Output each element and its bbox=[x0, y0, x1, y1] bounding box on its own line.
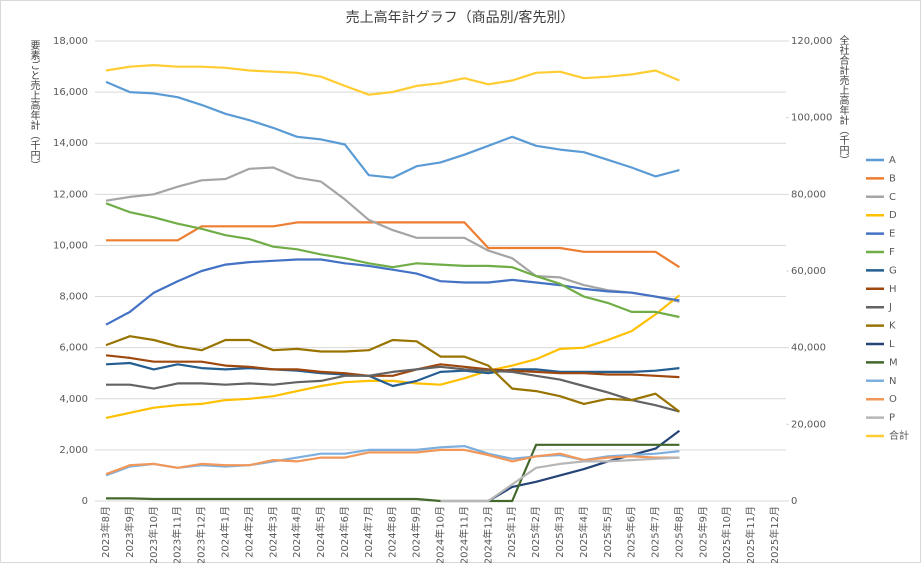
x-tick-label: 2023年9月 bbox=[123, 506, 136, 558]
legend-label: D bbox=[889, 210, 897, 221]
series-line bbox=[105, 202, 680, 319]
legend-label: K bbox=[889, 321, 896, 332]
y-tick-label: 16,000 bbox=[53, 87, 88, 98]
x-tick-label: 2025年12月 bbox=[768, 506, 781, 563]
x-tick-label: 2023年8月 bbox=[99, 506, 112, 558]
x-tick-label: 2025年9月 bbox=[696, 506, 709, 558]
y-tick-label: 14,000 bbox=[53, 138, 88, 149]
series-line bbox=[106, 365, 680, 413]
y-axis-label: 要素ごと売上高年計（千円） bbox=[28, 40, 40, 170]
x-tick-label: 2023年11月 bbox=[171, 506, 184, 563]
x-tick-label: 2024年7月 bbox=[362, 506, 375, 558]
legend-label: 合計 bbox=[889, 429, 909, 442]
legend-label: E bbox=[889, 229, 895, 240]
x-tick-label: 2024年6月 bbox=[338, 506, 351, 558]
x-tick-label: 2025年10月 bbox=[720, 506, 733, 563]
x-tick-label: 2025年5月 bbox=[601, 506, 614, 558]
series-line bbox=[105, 335, 681, 413]
series-line bbox=[105, 80, 680, 179]
y-tick-label: 18,000 bbox=[53, 36, 88, 47]
chart-title: 売上高年計グラフ（商品別/客先別） bbox=[346, 9, 575, 26]
y-tick-label: 4,000 bbox=[59, 394, 88, 405]
y-tick-label: 0 bbox=[82, 496, 88, 507]
x-tick-label: 2025年7月 bbox=[649, 506, 662, 558]
legend-label: O bbox=[889, 394, 897, 405]
x-tick-label: 2023年10月 bbox=[147, 506, 160, 563]
x-tick-label: 2024年5月 bbox=[314, 506, 327, 558]
x-tick-label: 2024年4月 bbox=[290, 506, 303, 558]
x-tick-label: 2025年6月 bbox=[625, 506, 638, 558]
series-line bbox=[106, 221, 680, 269]
y-tick-label: 10,000 bbox=[53, 240, 88, 251]
legend-label: B bbox=[889, 173, 896, 184]
series-line bbox=[105, 448, 680, 476]
y-tick-label: 2,000 bbox=[59, 445, 88, 456]
legend-label: J bbox=[888, 302, 892, 313]
y2-tick-label: 0 bbox=[791, 496, 797, 507]
legend-label: F bbox=[889, 247, 895, 258]
y2-tick-label: 100,000 bbox=[791, 113, 832, 124]
x-tick-label: 2025年2月 bbox=[529, 506, 542, 558]
legend-label: H bbox=[889, 284, 897, 295]
x-tick-label: 2025年3月 bbox=[553, 506, 566, 558]
x-tick-label: 2025年8月 bbox=[672, 506, 685, 558]
y2-tick-label: 20,000 bbox=[791, 419, 826, 430]
x-tick-label: 2024年2月 bbox=[242, 506, 255, 558]
legend-label: P bbox=[889, 413, 895, 424]
legend-label: M bbox=[889, 357, 898, 368]
series-line bbox=[487, 429, 681, 502]
y2-tick-label: 80,000 bbox=[791, 189, 826, 200]
x-tick-label: 2025年1月 bbox=[505, 506, 518, 558]
series-line bbox=[440, 456, 680, 503]
series-line bbox=[105, 294, 681, 419]
series-line bbox=[105, 361, 680, 388]
x-tick-label: 2025年4月 bbox=[577, 506, 590, 558]
series-line bbox=[105, 166, 680, 303]
y-tick-label: 8,000 bbox=[59, 292, 88, 303]
y2-tick-label: 60,000 bbox=[791, 266, 826, 277]
y-tick-label: 12,000 bbox=[53, 189, 88, 200]
x-tick-label: 2024年11月 bbox=[457, 506, 470, 563]
legend-label: G bbox=[889, 265, 897, 276]
legend-label: N bbox=[889, 376, 896, 387]
x-tick-label: 2024年9月 bbox=[410, 506, 423, 558]
x-tick-label: 2025年11月 bbox=[744, 506, 757, 563]
legend-label: A bbox=[889, 155, 896, 166]
y2-tick-label: 120,000 bbox=[791, 36, 832, 47]
y2-axis-label: 全社合計売上高年計（千円） bbox=[837, 34, 849, 165]
series-line bbox=[105, 354, 680, 379]
x-tick-label: 2024年1月 bbox=[218, 506, 231, 558]
series-line bbox=[105, 63, 680, 96]
x-tick-label: 2023年12月 bbox=[195, 506, 208, 563]
x-tick-label: 2024年12月 bbox=[481, 506, 494, 563]
series-line bbox=[106, 443, 680, 503]
x-tick-label: 2024年8月 bbox=[386, 506, 399, 558]
x-tick-label: 2024年10月 bbox=[434, 506, 447, 563]
y-tick-label: 6,000 bbox=[59, 343, 88, 354]
series-line bbox=[105, 258, 680, 326]
y2-tick-label: 40,000 bbox=[791, 343, 826, 354]
x-tick-label: 2024年3月 bbox=[266, 506, 279, 558]
legend-label: C bbox=[889, 192, 896, 203]
legend-label: L bbox=[889, 339, 895, 350]
